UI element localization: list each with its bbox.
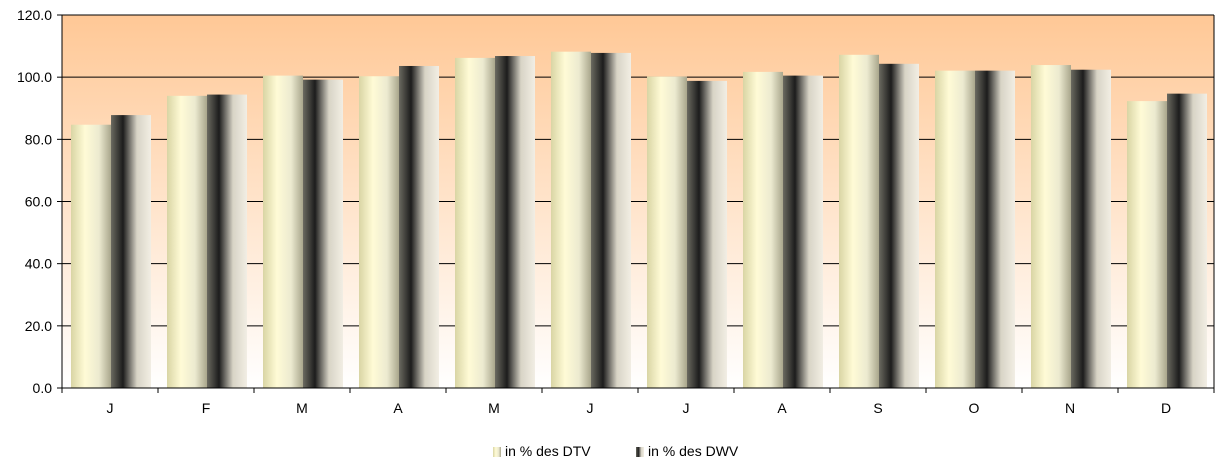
axes [57,14,1215,393]
y-axis-tick-labels: 0.0 20.0 40.0 60.0 80.0 100.0 120.0 [17,7,52,396]
x-tick-label: J [107,400,114,416]
legend-swatch-dtv [493,447,501,457]
bar-dtv [455,57,495,389]
x-tick-label: O [969,400,980,416]
legend-swatch-dwv [636,447,644,457]
bar-dwv [1071,69,1111,388]
bar-dwv [303,79,343,389]
bar-dtv [167,95,207,389]
y-tick-label: 0.0 [33,380,53,396]
bar-dwv [879,63,919,388]
x-tick-label: A [777,400,787,416]
bar-dtv [263,75,303,389]
x-tick-label: J [587,400,594,416]
bar-dtv [743,71,783,388]
bar-dwv [495,56,535,388]
bar-dtv [839,54,879,388]
bar-dtv [1127,101,1167,388]
legend: in % des DTV in % des DWV [493,443,739,459]
bar-dtv [647,76,687,389]
x-tick-label: M [488,400,500,416]
legend-item-dtv: in % des DTV [493,443,591,459]
bar-dtv [551,51,591,388]
y-tick-label: 20.0 [25,318,52,334]
x-tick-label: M [296,400,308,416]
bar-dwv [783,75,823,389]
y-tick-label: 60.0 [25,194,52,210]
bar-dtv [935,70,975,389]
bar-dwv [111,115,151,389]
bars [71,51,1207,389]
bar-dwv [687,80,727,388]
bar-dwv [975,70,1015,389]
x-tick-label: F [202,400,211,416]
y-tick-label: 120.0 [17,7,52,23]
x-tick-label: N [1065,400,1075,416]
bar-dwv [207,94,247,388]
bar-dwv [1167,93,1207,388]
y-tick-label: 100.0 [17,69,52,85]
bar-dwv [591,52,631,389]
legend-label-dwv: in % des DWV [648,443,739,459]
bar-dtv [1031,65,1071,389]
legend-item-dwv: in % des DWV [636,443,739,459]
x-tick-label: D [1161,400,1171,416]
bar-dwv [399,65,439,388]
bar-dtv [71,124,111,388]
x-tick-label: A [393,400,403,416]
y-tick-label: 40.0 [25,256,52,272]
bar-dtv [359,76,399,389]
y-tick-label: 80.0 [25,131,52,147]
legend-label-dtv: in % des DTV [505,443,591,459]
x-tick-label: J [683,400,690,416]
x-tick-label: S [873,400,882,416]
